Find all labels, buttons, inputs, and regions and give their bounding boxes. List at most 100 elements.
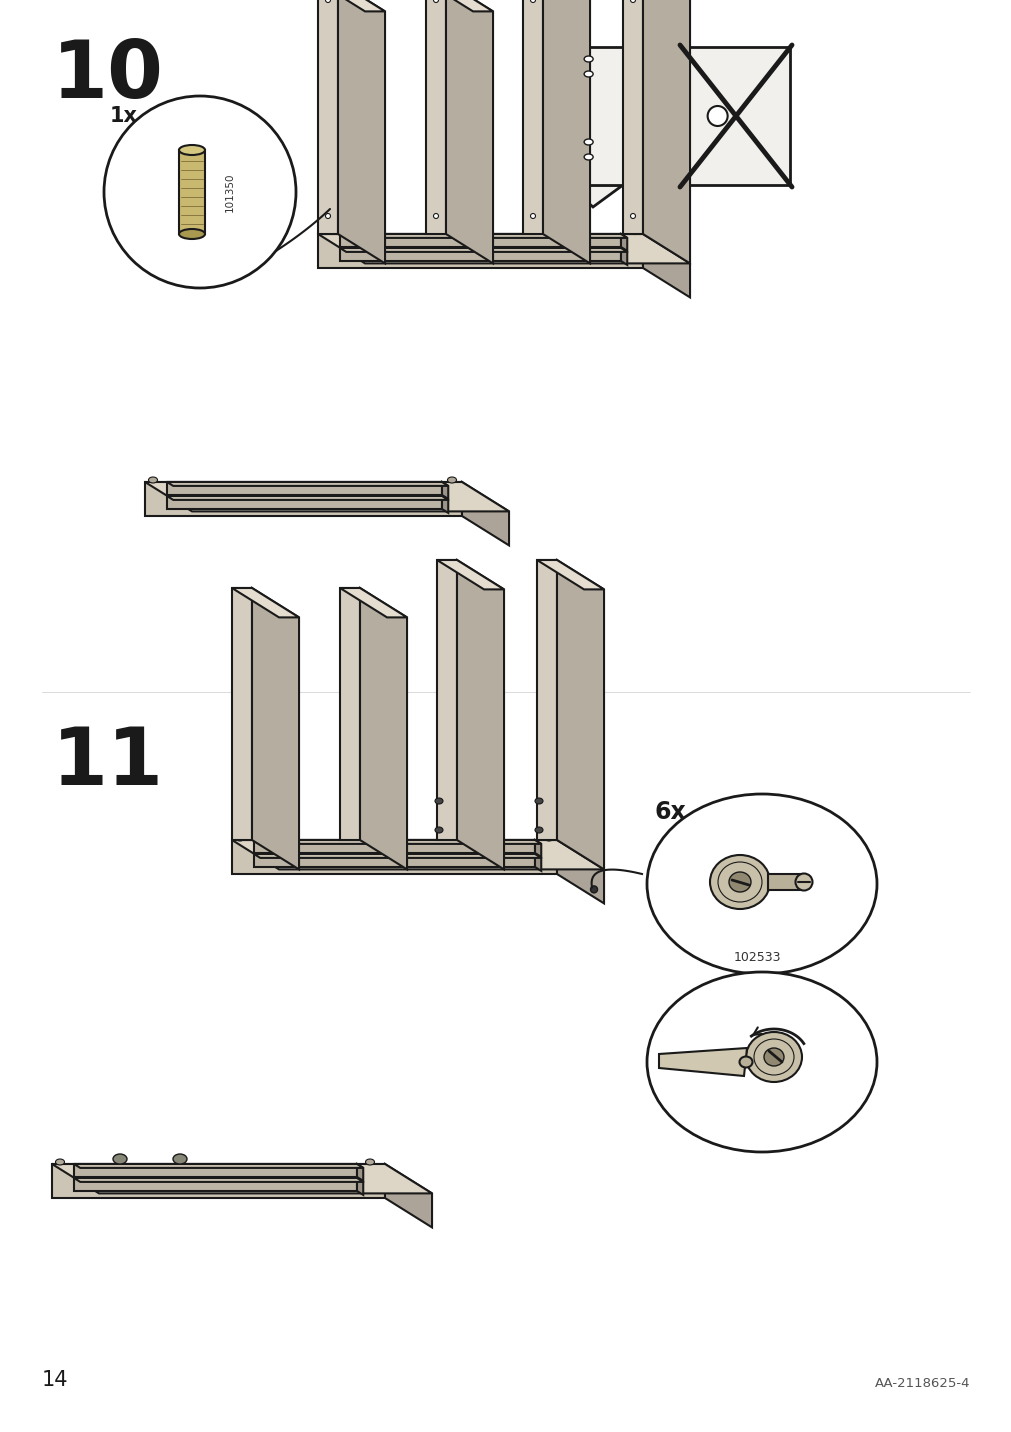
Ellipse shape xyxy=(590,886,596,894)
Ellipse shape xyxy=(433,213,438,219)
Ellipse shape xyxy=(365,1158,374,1166)
Polygon shape xyxy=(340,589,406,617)
Polygon shape xyxy=(462,483,509,546)
Polygon shape xyxy=(338,0,384,263)
Ellipse shape xyxy=(583,72,592,77)
Polygon shape xyxy=(167,495,442,508)
Ellipse shape xyxy=(630,0,635,3)
Polygon shape xyxy=(556,560,604,869)
Ellipse shape xyxy=(646,972,877,1151)
Ellipse shape xyxy=(707,106,727,126)
Ellipse shape xyxy=(535,828,543,833)
Polygon shape xyxy=(167,483,442,495)
Ellipse shape xyxy=(326,0,331,3)
Polygon shape xyxy=(642,0,690,263)
Polygon shape xyxy=(232,841,556,874)
Polygon shape xyxy=(567,185,623,208)
Polygon shape xyxy=(340,233,627,238)
Polygon shape xyxy=(426,0,446,233)
Polygon shape xyxy=(74,1164,357,1177)
Polygon shape xyxy=(340,248,621,261)
Ellipse shape xyxy=(530,213,535,219)
Ellipse shape xyxy=(113,1154,126,1164)
Polygon shape xyxy=(317,0,338,233)
Ellipse shape xyxy=(179,229,205,239)
Polygon shape xyxy=(340,589,360,841)
Polygon shape xyxy=(357,1179,363,1194)
Polygon shape xyxy=(145,483,509,511)
Ellipse shape xyxy=(745,1032,801,1083)
Ellipse shape xyxy=(630,213,635,219)
Polygon shape xyxy=(523,0,543,233)
Ellipse shape xyxy=(447,477,456,483)
Ellipse shape xyxy=(179,145,205,155)
Ellipse shape xyxy=(326,213,331,219)
Polygon shape xyxy=(457,560,503,869)
Polygon shape xyxy=(537,560,604,590)
Bar xyxy=(681,47,790,185)
Polygon shape xyxy=(52,1164,384,1199)
Polygon shape xyxy=(232,589,298,617)
Polygon shape xyxy=(446,0,492,263)
Polygon shape xyxy=(340,233,621,246)
Ellipse shape xyxy=(435,798,443,803)
Polygon shape xyxy=(317,0,384,11)
Ellipse shape xyxy=(544,835,553,841)
Ellipse shape xyxy=(433,0,438,3)
Polygon shape xyxy=(232,589,252,841)
Polygon shape xyxy=(426,0,492,11)
Polygon shape xyxy=(642,233,690,298)
Ellipse shape xyxy=(236,835,245,841)
Polygon shape xyxy=(252,589,298,869)
Polygon shape xyxy=(74,1164,363,1169)
Ellipse shape xyxy=(530,0,535,3)
Ellipse shape xyxy=(710,855,769,909)
Polygon shape xyxy=(556,841,604,904)
Bar xyxy=(767,874,801,891)
Text: 10: 10 xyxy=(52,37,164,115)
Ellipse shape xyxy=(583,56,592,62)
Polygon shape xyxy=(537,560,556,841)
Ellipse shape xyxy=(739,1057,752,1067)
Polygon shape xyxy=(360,589,406,869)
Polygon shape xyxy=(437,560,503,590)
Polygon shape xyxy=(623,0,642,233)
Bar xyxy=(179,150,205,233)
Polygon shape xyxy=(442,483,448,498)
Polygon shape xyxy=(52,1164,432,1193)
Text: 102533: 102533 xyxy=(733,951,779,964)
Ellipse shape xyxy=(435,828,443,833)
Ellipse shape xyxy=(321,229,330,235)
Polygon shape xyxy=(384,1164,432,1227)
Ellipse shape xyxy=(104,96,295,288)
Polygon shape xyxy=(621,248,627,265)
Ellipse shape xyxy=(535,798,543,803)
Polygon shape xyxy=(74,1179,363,1181)
Polygon shape xyxy=(442,495,448,513)
Text: 1x: 1x xyxy=(110,106,137,126)
Ellipse shape xyxy=(795,874,812,891)
Ellipse shape xyxy=(149,477,158,483)
Text: 11: 11 xyxy=(52,725,164,802)
Polygon shape xyxy=(74,1179,357,1191)
Polygon shape xyxy=(167,483,448,485)
Polygon shape xyxy=(254,853,541,858)
Polygon shape xyxy=(232,841,604,869)
Polygon shape xyxy=(167,495,448,500)
Ellipse shape xyxy=(56,1158,65,1166)
Polygon shape xyxy=(317,233,690,263)
Polygon shape xyxy=(437,560,457,841)
Polygon shape xyxy=(535,853,541,871)
Polygon shape xyxy=(357,1164,363,1181)
Ellipse shape xyxy=(173,1154,187,1164)
Polygon shape xyxy=(317,233,642,268)
Polygon shape xyxy=(145,483,462,516)
Polygon shape xyxy=(340,248,627,252)
Ellipse shape xyxy=(631,229,638,235)
Bar xyxy=(552,47,660,185)
Text: 101350: 101350 xyxy=(224,172,235,212)
Polygon shape xyxy=(254,841,541,843)
Polygon shape xyxy=(543,0,589,263)
Text: 6x: 6x xyxy=(654,800,686,823)
Ellipse shape xyxy=(728,872,750,892)
